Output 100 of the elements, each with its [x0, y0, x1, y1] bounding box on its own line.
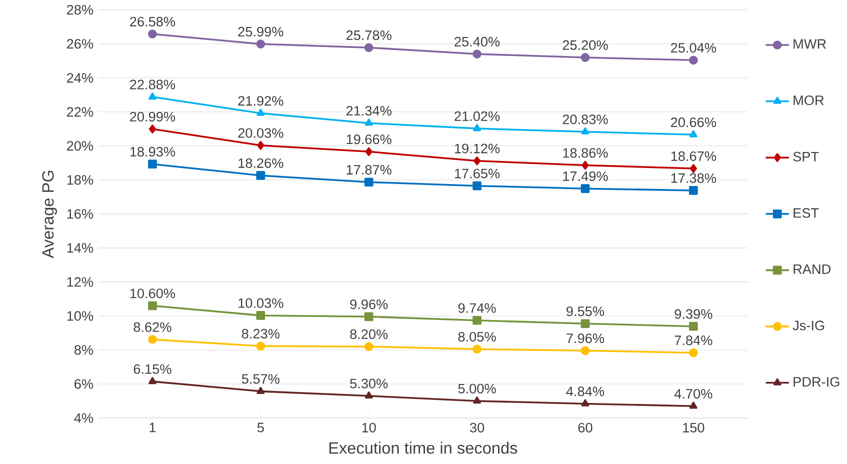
- point: [364, 178, 374, 186]
- point: [581, 127, 590, 134]
- point: [582, 160, 589, 170]
- point: [148, 29, 157, 38]
- y-tick-label: 16%: [67, 208, 94, 219]
- data-label: 5.00%: [458, 384, 496, 394]
- data-label: 25.40%: [454, 36, 500, 46]
- x-tick-label: 10: [362, 422, 376, 432]
- point: [256, 342, 266, 350]
- point: [688, 186, 698, 195]
- point: [472, 316, 482, 325]
- point: [472, 344, 482, 354]
- y-tick-label: 24%: [66, 72, 94, 83]
- point: [148, 334, 157, 344]
- point: [256, 170, 266, 180]
- y-tick-label: 28%: [66, 4, 94, 15]
- legend-label: SPT: [793, 152, 819, 162]
- point: [148, 301, 157, 310]
- data-label: 8.20%: [350, 329, 388, 339]
- data-label: 9.39%: [674, 309, 712, 319]
- data-label: 7.84%: [674, 335, 712, 346]
- point: [581, 399, 590, 406]
- point: [364, 342, 374, 351]
- x-tick-label: 5: [257, 422, 264, 432]
- data-label: 18.26%: [238, 158, 284, 168]
- y-axis-title: Average PG: [42, 170, 57, 258]
- point: [473, 396, 481, 404]
- y-tick-label: 10%: [67, 311, 94, 321]
- data-label: 20.03%: [238, 128, 284, 138]
- data-label: 18.93%: [130, 146, 176, 156]
- data-label: 19.66%: [346, 134, 392, 144]
- point: [689, 130, 698, 138]
- data-label: 19.12%: [454, 144, 500, 154]
- y-tick-label: 12%: [67, 277, 94, 287]
- data-label: 10.03%: [238, 298, 284, 308]
- y-tick-label: 22%: [66, 106, 94, 117]
- data-label: 9.96%: [350, 299, 388, 309]
- data-label: 25.04%: [671, 42, 716, 53]
- point: [364, 118, 373, 126]
- point: [148, 92, 156, 100]
- y-tick-label: 20%: [66, 140, 94, 151]
- data-label: 17.65%: [454, 168, 500, 178]
- point: [473, 124, 481, 132]
- data-label: 20.83%: [562, 114, 608, 124]
- point: [580, 346, 590, 355]
- data-label: 17.87%: [346, 164, 392, 174]
- point: [580, 52, 590, 62]
- legend-label: PDR-IG: [794, 376, 840, 387]
- x-axis-title: Execution time in seconds: [329, 442, 518, 454]
- data-label: 18.86%: [563, 148, 608, 158]
- data-label: 20.99%: [130, 112, 176, 122]
- legend-label: Js-IG: [792, 320, 824, 330]
- point: [472, 181, 482, 190]
- data-label: 22.88%: [130, 80, 176, 90]
- x-tick-label: 1: [150, 422, 156, 432]
- point: [688, 56, 698, 64]
- data-label: 21.34%: [346, 106, 392, 116]
- data-label: 5.57%: [242, 374, 280, 384]
- data-label: 20.66%: [671, 117, 716, 128]
- x-tick-label: 150: [683, 422, 704, 432]
- x-tick-label: 60: [578, 422, 592, 432]
- legend-label: MWR: [794, 39, 826, 49]
- point: [257, 140, 264, 150]
- point: [688, 348, 698, 358]
- point: [472, 50, 482, 58]
- point: [364, 391, 373, 398]
- point: [256, 310, 266, 320]
- data-label: 10.60%: [130, 288, 176, 298]
- point: [580, 319, 590, 328]
- point: [688, 322, 698, 331]
- data-label: 7.96%: [566, 333, 604, 344]
- y-tick-label: 14%: [67, 243, 94, 253]
- legend-label: MOR: [794, 95, 824, 106]
- point: [365, 147, 372, 156]
- data-label: 21.02%: [454, 111, 500, 121]
- data-label: 25.99%: [238, 26, 284, 36]
- point: [256, 39, 266, 48]
- point: [148, 160, 157, 168]
- data-label: 4.70%: [674, 388, 712, 398]
- data-label: 18.67%: [671, 151, 716, 161]
- point: [473, 156, 481, 166]
- point: [690, 164, 697, 173]
- data-label: 8.62%: [134, 322, 172, 332]
- point: [364, 43, 374, 52]
- point: [148, 124, 156, 134]
- data-label: 8.23%: [242, 328, 280, 338]
- data-label: 9.55%: [566, 306, 604, 316]
- y-tick-label: 6%: [74, 379, 94, 389]
- data-label: 25.20%: [562, 40, 608, 50]
- data-label: 5.30%: [350, 378, 388, 388]
- data-label: 17.49%: [563, 171, 608, 181]
- data-label: 6.15%: [134, 364, 172, 374]
- point: [256, 108, 265, 116]
- point: [256, 386, 265, 394]
- y-tick-label: 26%: [66, 38, 94, 49]
- data-label: 26.58%: [130, 16, 176, 26]
- legend-label: EST: [794, 208, 819, 218]
- point: [580, 184, 590, 193]
- y-tick-label: 8%: [74, 345, 94, 355]
- data-label: 17.38%: [671, 173, 716, 183]
